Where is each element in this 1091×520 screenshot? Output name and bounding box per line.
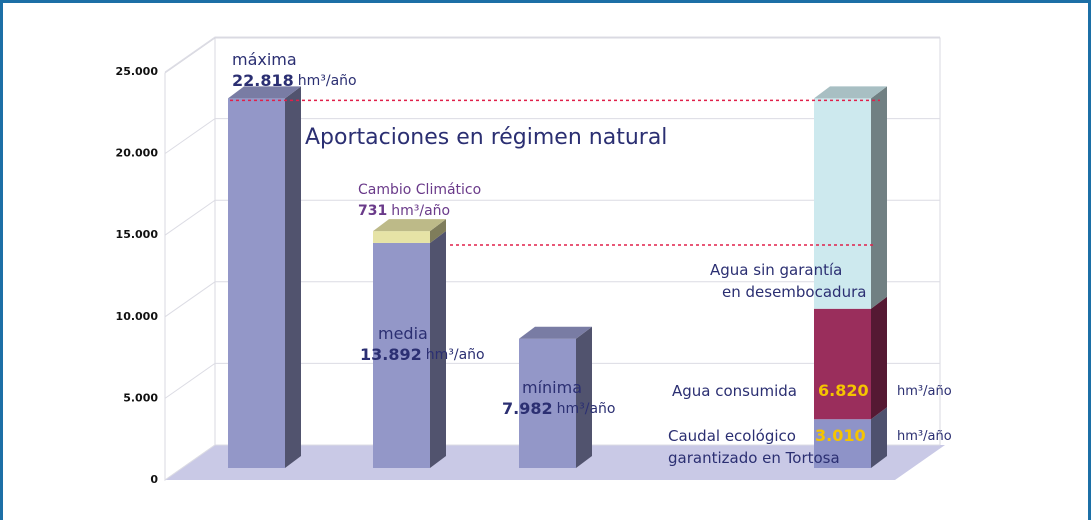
label-part: 22.818 [232, 71, 294, 90]
label-part: 13.892 [360, 345, 422, 364]
label: 7.982 hm³/año [502, 399, 615, 418]
grid-line [164, 444, 940, 481]
bar-front [373, 242, 430, 468]
bar-side [871, 86, 887, 309]
bar-segment [228, 86, 301, 469]
bar-front [814, 98, 871, 309]
label-part: Caudal ecológico [668, 427, 796, 445]
grid-line [164, 281, 940, 318]
label: garantizado en Tortosa [668, 449, 840, 467]
label-part: garantizado en Tortosa [668, 449, 840, 467]
label: Agua consumida [672, 382, 797, 400]
bar-segment [814, 296, 887, 420]
label-part: 731 [358, 203, 387, 219]
y-tick-label: 15.000 [116, 228, 159, 241]
bar-side [871, 407, 887, 468]
bar-front [373, 231, 430, 243]
label: hm³/año [897, 429, 952, 444]
label: 731 hm³/año [358, 203, 450, 219]
bar-side [576, 326, 592, 468]
y-tick-label: 5.000 [123, 391, 158, 404]
grid-line [164, 36, 940, 73]
label: Agua sin garantía [710, 261, 842, 279]
label-part: en desembocadura [722, 283, 866, 301]
y-tick-label: 25.000 [116, 65, 159, 78]
label: Aportaciones en régimen natural [305, 125, 667, 150]
label: 6.820 [818, 381, 869, 400]
label-part: hm³/año [897, 384, 952, 399]
label-part: Agua consumida [672, 382, 797, 400]
bar-segment [373, 230, 446, 468]
bar-front [228, 98, 285, 469]
label-part: mínima [522, 378, 582, 397]
label-part: Cambio Climático [358, 182, 481, 198]
bar-segment [519, 326, 592, 468]
bar-segment [814, 407, 887, 468]
label: mínima [522, 378, 582, 397]
label: Caudal ecológico [668, 427, 796, 445]
bar-top [228, 86, 301, 99]
bar-side [430, 230, 446, 468]
label-part: media [378, 324, 428, 343]
bar-top [519, 326, 592, 339]
bar-side [285, 86, 301, 469]
bar-segment [814, 86, 887, 309]
bar-segment [373, 219, 446, 243]
bar-front [814, 419, 871, 468]
label: 13.892 hm³/año [360, 345, 485, 364]
bar-top [814, 86, 887, 99]
label-part: 6.820 [818, 381, 869, 400]
label-part: hm³/año [391, 203, 450, 219]
side-wall [164, 37, 216, 481]
label-part: hm³/año [426, 347, 485, 363]
label-part: hm³/año [298, 73, 357, 89]
label-part: hm³/año [897, 429, 952, 444]
label: media [378, 324, 428, 343]
grid-line [164, 118, 940, 155]
grid-line [164, 199, 940, 236]
label: en desembocadura [722, 283, 866, 301]
label: Cambio Climático [358, 182, 481, 198]
label-part: 3.010 [815, 426, 866, 445]
label: hm³/año [897, 384, 952, 399]
bar-top [373, 219, 446, 232]
y-tick-label: 10.000 [116, 310, 159, 323]
bar-side [430, 219, 446, 243]
label: 3.010 [815, 426, 866, 445]
label-part: hm³/año [557, 401, 616, 417]
grid-line [164, 362, 940, 399]
label-part: máxima [232, 50, 297, 69]
label-part: 7.982 [502, 399, 553, 418]
label-part: Aportaciones en régimen natural [305, 125, 667, 150]
bar-front [519, 338, 576, 468]
label-part: Agua sin garantía [710, 261, 842, 279]
y-tick-label: 20.000 [116, 147, 159, 160]
y-tick-label: 0 [150, 473, 158, 486]
label: 22.818 hm³/año [232, 71, 357, 90]
bar-side [871, 296, 887, 420]
bar-front [814, 308, 871, 420]
label: máxima [232, 50, 297, 69]
